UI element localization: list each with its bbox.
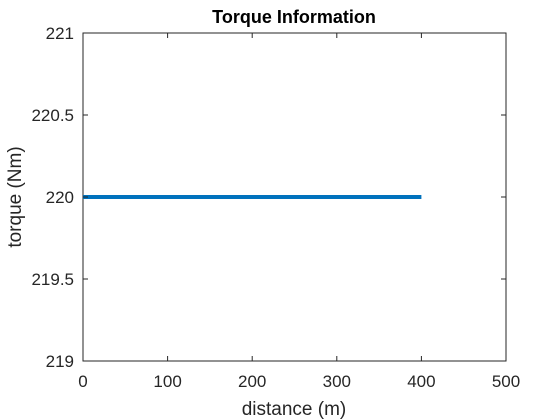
y-tick-label: 219.5 bbox=[31, 270, 74, 289]
y-tick-label: 220.5 bbox=[31, 106, 74, 125]
y-tick-label: 220 bbox=[46, 188, 74, 207]
chart-title: Torque Information bbox=[212, 7, 376, 27]
x-axis-label: distance (m) bbox=[242, 399, 347, 420]
x-tick-label: 400 bbox=[407, 372, 435, 391]
x-tick-label: 0 bbox=[78, 372, 87, 391]
x-tick-label: 300 bbox=[323, 372, 351, 391]
x-tick-label: 200 bbox=[238, 372, 266, 391]
y-axis-label: torque (Nm) bbox=[5, 146, 26, 247]
x-tick-label: 100 bbox=[153, 372, 181, 391]
x-tick-label: 500 bbox=[492, 372, 520, 391]
y-tick-label: 221 bbox=[46, 24, 74, 43]
ticks-layer: 0 100 200 300 400 500 219 219.5 220 220.5 221 bbox=[31, 24, 520, 391]
y-tick-label: 219 bbox=[46, 352, 74, 371]
